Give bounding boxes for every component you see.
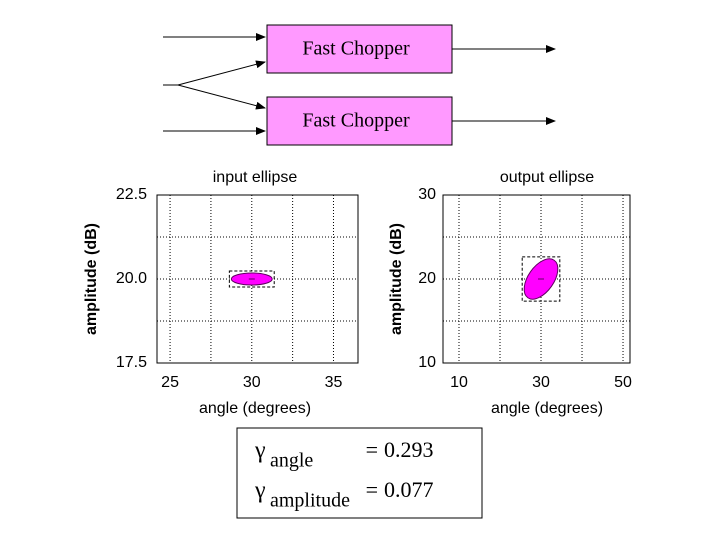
node-label: Fast Chopper bbox=[302, 38, 410, 60]
chopper-box bbox=[266, 24, 453, 74]
y-axis-label: amplitude (dB) bbox=[83, 223, 100, 335]
relation: = bbox=[366, 477, 378, 502]
chart: 10 30 50 30 20 10 output ellipse angle (degrees… bbox=[388, 169, 632, 417]
y-tick-label: 20.0 bbox=[116, 270, 147, 287]
chopper-diagram bbox=[163, 24, 556, 146]
split-arrow bbox=[177, 60, 266, 86]
relation: = bbox=[366, 437, 378, 462]
x-tick-label: 50 bbox=[614, 374, 632, 391]
x-axis-label: angle (degrees) bbox=[199, 400, 311, 417]
x-axis-label: angle (degrees) bbox=[491, 400, 603, 417]
y-tick-label: 22.5 bbox=[116, 186, 147, 203]
subscript: amplitude bbox=[270, 490, 350, 512]
split-arrow bbox=[177, 84, 266, 110]
y-tick-label: 10 bbox=[418, 354, 436, 371]
y-tick-label: 17.5 bbox=[116, 354, 147, 371]
x-tick-label: 30 bbox=[243, 374, 261, 391]
plot-frame bbox=[442, 194, 631, 364]
subscript: angle bbox=[270, 450, 313, 472]
y-tick-label: 20 bbox=[418, 270, 436, 287]
chart-title: output ellipse bbox=[500, 169, 594, 186]
symbol: γ bbox=[254, 438, 266, 464]
charts: 25 30 35 22.5 20.0 17.5 input ellipse angle (de… bbox=[83, 169, 632, 417]
y-axis-label: amplitude (dB) bbox=[388, 223, 405, 335]
bounding-box bbox=[228, 270, 275, 288]
symbol: γ bbox=[254, 478, 266, 504]
chart: 25 30 35 22.5 20.0 17.5 input ellipse angle (de… bbox=[83, 169, 359, 417]
x-tick-label: 35 bbox=[325, 374, 343, 391]
x-tick-label: 30 bbox=[532, 374, 550, 391]
chopper-box bbox=[266, 96, 453, 146]
node-label: Fast Chopper bbox=[302, 110, 410, 132]
value: 0.077 bbox=[384, 477, 434, 502]
chart-title: input ellipse bbox=[213, 169, 298, 186]
value: 0.293 bbox=[384, 437, 434, 462]
x-tick-label: 25 bbox=[161, 374, 179, 391]
x-tick-label: 10 bbox=[450, 374, 468, 391]
formula-box bbox=[236, 427, 483, 519]
plot-frame bbox=[156, 194, 359, 364]
bounding-box bbox=[521, 256, 561, 302]
y-tick-label: 30 bbox=[418, 186, 436, 203]
